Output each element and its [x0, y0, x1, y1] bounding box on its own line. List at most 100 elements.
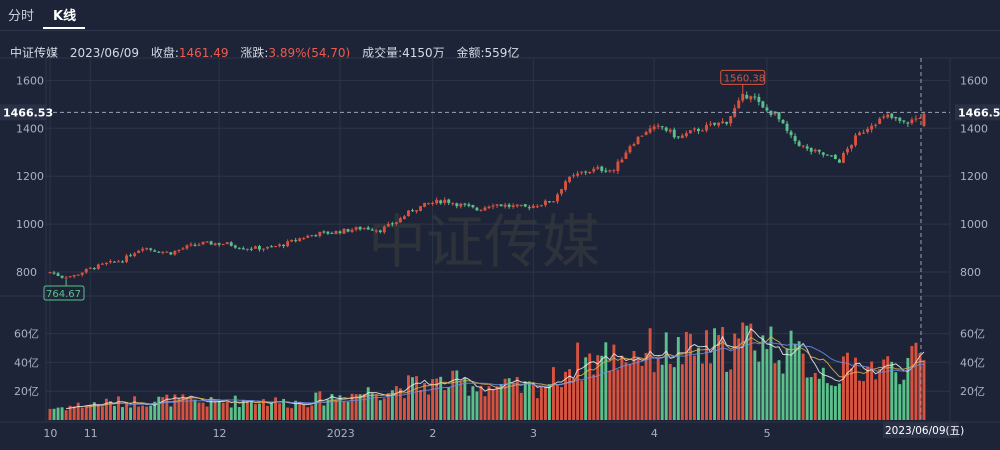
candle-body: [588, 171, 592, 174]
volume-bar: [620, 355, 624, 420]
max-marker-box: [720, 69, 766, 85]
amount-label: 金额:: [456, 46, 485, 60]
candle-body: [439, 200, 443, 204]
volume-bar: [837, 383, 841, 420]
candle-body: [253, 246, 257, 249]
time-tick-label: 11: [84, 427, 98, 440]
candle-body: [165, 251, 169, 253]
volume-bar: [153, 401, 157, 420]
volume-bar: [862, 381, 866, 420]
candle-body: [157, 251, 161, 253]
volume-bar: [841, 356, 845, 420]
volume-bar: [902, 379, 906, 420]
volume-bar: [552, 367, 555, 420]
price-tick-label-left: 1600: [16, 74, 44, 87]
volume-bar: [648, 328, 652, 420]
candle-body: [612, 170, 616, 172]
tab-time-share[interactable]: 分时: [8, 9, 35, 24]
volume-bar: [161, 397, 165, 420]
candle-body: [310, 234, 314, 236]
volume-bar: [568, 369, 572, 420]
candle-body: [213, 243, 217, 246]
volume-bar: [334, 399, 338, 420]
volume-tick-label-right: 40亿: [960, 356, 985, 369]
volume-bar: [600, 355, 604, 420]
candle-body: [177, 249, 181, 252]
volume-bar: [696, 347, 700, 420]
volume-bar: [117, 396, 120, 420]
volume-bar: [608, 370, 612, 420]
volume-bar: [72, 406, 76, 420]
candle-body: [217, 243, 221, 245]
volume-bar: [789, 330, 793, 420]
candle-body: [278, 244, 282, 247]
volume-bar: [262, 399, 265, 420]
candle-body: [922, 113, 926, 126]
volume-bar: [878, 369, 882, 420]
candle-body: [431, 202, 435, 204]
candle-body: [652, 126, 656, 130]
candle-body: [471, 205, 475, 208]
candle-body: [495, 204, 499, 206]
price-tick-label-left: 1400: [16, 122, 44, 135]
volume-bar: [910, 346, 914, 420]
volume-bar: [527, 381, 531, 420]
candle-body: [435, 199, 439, 204]
volume-bar: [584, 357, 588, 420]
active-tab-indicator: [43, 27, 85, 29]
volume-bar: [141, 405, 145, 420]
volume-bar: [684, 331, 688, 420]
volume-bar: [354, 394, 358, 420]
candle-body: [833, 154, 837, 160]
volume-bar: [463, 377, 467, 420]
volume-bar: [906, 357, 910, 420]
volume-bar: [914, 342, 918, 420]
crosshair-price-badge-left: [0, 104, 47, 121]
candle-body: [906, 122, 910, 124]
candle-body: [322, 231, 326, 233]
volume-bar: [350, 393, 354, 420]
candle-body: [398, 218, 402, 223]
volume-bar: [322, 405, 326, 420]
candle-body: [326, 231, 330, 234]
candle-body: [713, 122, 717, 125]
candle-body: [858, 132, 861, 136]
volume-bar: [825, 383, 829, 420]
period-tabs: 分时 K线: [0, 0, 1000, 30]
volume-bar: [394, 386, 398, 420]
candle-body: [624, 152, 628, 159]
volume-tick-label-left: 20亿: [14, 385, 39, 398]
volume-bar: [785, 348, 789, 420]
candle-body: [781, 120, 785, 124]
volume-bar: [205, 406, 209, 420]
volume-bar: [588, 353, 592, 420]
volume-bar: [858, 380, 861, 420]
candle-body: [648, 128, 652, 133]
volume-bar: [692, 355, 696, 420]
candle-body: [407, 210, 410, 217]
candle-body: [882, 116, 886, 118]
candle-body: [455, 203, 459, 207]
volume-bar: [709, 363, 712, 420]
volume-bar: [390, 390, 394, 420]
candle-body: [519, 204, 523, 206]
volume-bar: [531, 383, 535, 420]
volume-bar: [491, 389, 495, 420]
candle-body: [547, 201, 551, 203]
volume-bar: [221, 402, 225, 420]
candle-body: [378, 230, 382, 233]
volume-bar: [801, 353, 805, 420]
volume-bar: [225, 401, 229, 420]
volume-bar: [96, 404, 100, 420]
candle-body: [672, 129, 676, 138]
volume-bar: [918, 353, 922, 420]
volume-bar: [435, 378, 439, 420]
tab-kline[interactable]: K线: [53, 9, 77, 24]
candle-body: [358, 226, 362, 230]
candle-body: [68, 276, 72, 278]
volume-bar: [314, 392, 318, 420]
volume-bar: [805, 377, 809, 420]
volume-bar: [342, 401, 346, 420]
volume-bar: [330, 394, 334, 420]
